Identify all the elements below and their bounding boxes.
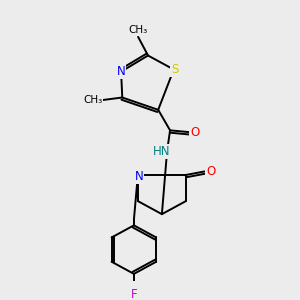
Text: O: O: [190, 126, 200, 139]
Text: F: F: [130, 288, 137, 300]
Text: S: S: [171, 63, 178, 76]
Text: O: O: [206, 165, 215, 178]
Text: CH₃: CH₃: [83, 95, 102, 105]
Text: HN: HN: [152, 145, 170, 158]
Text: N: N: [134, 170, 143, 183]
Text: CH₃: CH₃: [128, 25, 148, 35]
Text: N: N: [117, 65, 125, 78]
